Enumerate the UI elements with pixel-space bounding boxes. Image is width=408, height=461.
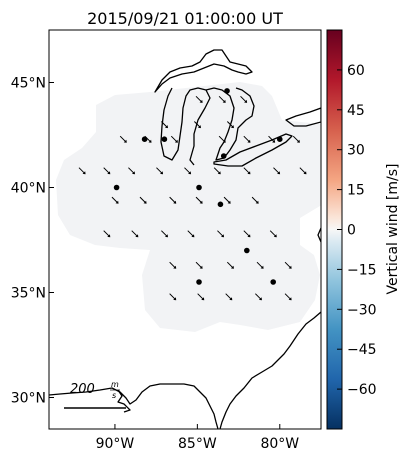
wind-vector-arrow xyxy=(195,261,203,269)
wind-vector-arrow xyxy=(103,230,111,238)
radar-station-dot xyxy=(196,184,202,191)
radar-station-dot xyxy=(244,247,250,254)
atlantic-coast xyxy=(219,227,321,429)
wind-vector-arrow xyxy=(269,230,277,238)
wind-vector-arrow xyxy=(156,167,164,175)
wind-vector-arrow xyxy=(111,196,119,204)
lake-michigan-coast xyxy=(160,87,211,166)
wind-vector-arrow xyxy=(197,293,205,301)
wind-vector-arrow xyxy=(195,196,203,204)
colorbar-tick-label: 15 xyxy=(347,183,365,199)
wind-vector-arrow xyxy=(194,121,201,129)
y-axis: 45°N 40°N 35°N 30°N xyxy=(11,76,54,407)
wind-vector-arrow xyxy=(139,196,147,204)
wind-vector-arrow xyxy=(169,293,177,301)
y-tick-label: 35°N xyxy=(11,286,46,302)
wind-vector-arrow xyxy=(284,293,292,301)
colorbar: 60 45 30 15 0 −15 −30 −45 −60 Vertical wind [m/s… xyxy=(326,29,401,430)
wind-vector-arrow xyxy=(218,95,226,103)
lake-erie-coast xyxy=(213,133,293,167)
colorbar-tick-label: −60 xyxy=(347,382,377,398)
wind-vector-arrow xyxy=(170,135,178,143)
y-tick-label: 45°N xyxy=(11,76,46,92)
wind-vector-arrow xyxy=(255,293,262,301)
radar-station-dot xyxy=(217,201,224,208)
scale-legend-unit-num: m xyxy=(111,380,119,389)
colorbar-label: Vertical wind [m/s] xyxy=(385,164,401,295)
wind-vector-arrow xyxy=(243,135,251,143)
gulf-coast xyxy=(49,383,219,429)
x-tick-label: 85°W xyxy=(178,436,217,452)
wind-vector-arrow xyxy=(251,196,259,204)
wind-vectors xyxy=(78,95,307,301)
radar-station-dot xyxy=(113,184,120,191)
wind-vector-arrow xyxy=(292,135,300,143)
y-tick-label: 40°N xyxy=(11,181,46,197)
wind-vector-arrow xyxy=(226,261,234,269)
wind-vector-arrow xyxy=(268,135,276,143)
lake-ontario-coast xyxy=(285,107,321,127)
wind-vector-arrow xyxy=(131,230,139,238)
colorbar-tick-label: 45 xyxy=(347,103,365,119)
wind-vector-arrow xyxy=(226,121,234,129)
coastline-layer xyxy=(49,49,321,429)
wind-vector-arrow xyxy=(240,95,248,103)
wind-vector-arrow xyxy=(243,230,251,238)
scale-legend-unit-den: s xyxy=(112,391,116,400)
wind-vector-arrow xyxy=(284,261,292,269)
x-tick-label: 90°W xyxy=(96,436,135,452)
scale-legend-value: 200 xyxy=(70,382,95,397)
wind-vector-arrow xyxy=(195,95,203,103)
wind-vector-arrow xyxy=(161,230,168,238)
colorbar-tick-label: 60 xyxy=(347,63,365,79)
wind-vector-arrow xyxy=(213,167,221,175)
radar-station-dot xyxy=(196,279,202,285)
wind-vector-arrow xyxy=(223,196,231,204)
wind-vector-arrow xyxy=(103,167,111,175)
radar-station-dot xyxy=(161,136,168,142)
scale-legend: 200 m s xyxy=(64,380,126,409)
radar-station-dot xyxy=(220,153,227,159)
radar-station-dot xyxy=(141,136,148,142)
colorbar-tick-label: −15 xyxy=(347,262,377,278)
radar-station-dot xyxy=(276,136,283,142)
wind-vector-arrow xyxy=(299,167,307,175)
wind-vector-arrow xyxy=(225,293,233,301)
y-tick-label: 30°N xyxy=(11,391,46,407)
coverage-area xyxy=(56,82,321,332)
wind-vector-arrow xyxy=(243,167,251,175)
wind-vector-arrow xyxy=(128,167,136,175)
colorbar-tick-label: −45 xyxy=(347,342,377,358)
colorbar-ticks: 60 45 30 15 0 −15 −30 −45 −60 xyxy=(337,63,377,398)
colorbar-tick-label: 0 xyxy=(347,223,356,239)
coverage-north xyxy=(56,82,321,332)
wind-vector-arrow xyxy=(218,135,226,143)
colorbar-tick-label: 30 xyxy=(347,143,365,159)
wind-vector-arrow xyxy=(187,230,195,238)
wind-vector-arrow xyxy=(161,121,168,129)
radar-station-dot xyxy=(224,88,230,94)
radar-station-dot xyxy=(270,279,276,285)
lake-huron-coast xyxy=(205,87,255,161)
x-tick-label: 80°W xyxy=(260,436,299,452)
chart-title: 2015/09/21 01:00:00 UT xyxy=(87,9,283,28)
mississippi-delta xyxy=(117,389,131,413)
lake-superior-coast xyxy=(154,49,253,93)
wind-vector-arrow xyxy=(119,135,127,143)
map-panel: 200 m s xyxy=(49,30,321,429)
radar-stations xyxy=(113,88,283,285)
map-frame xyxy=(48,29,322,430)
wind-vector-arrow xyxy=(256,261,264,269)
wind-vector-arrow xyxy=(184,167,192,175)
wind-vector-arrow xyxy=(273,167,281,175)
wind-vector-arrow xyxy=(217,230,225,238)
colorbar-tick-label: −30 xyxy=(347,302,377,318)
wind-vector-arrow xyxy=(78,167,86,175)
wind-vector-arrow xyxy=(169,261,177,269)
x-axis: 90°W 85°W 80°W xyxy=(96,424,299,452)
wind-vector-arrow xyxy=(169,196,177,204)
